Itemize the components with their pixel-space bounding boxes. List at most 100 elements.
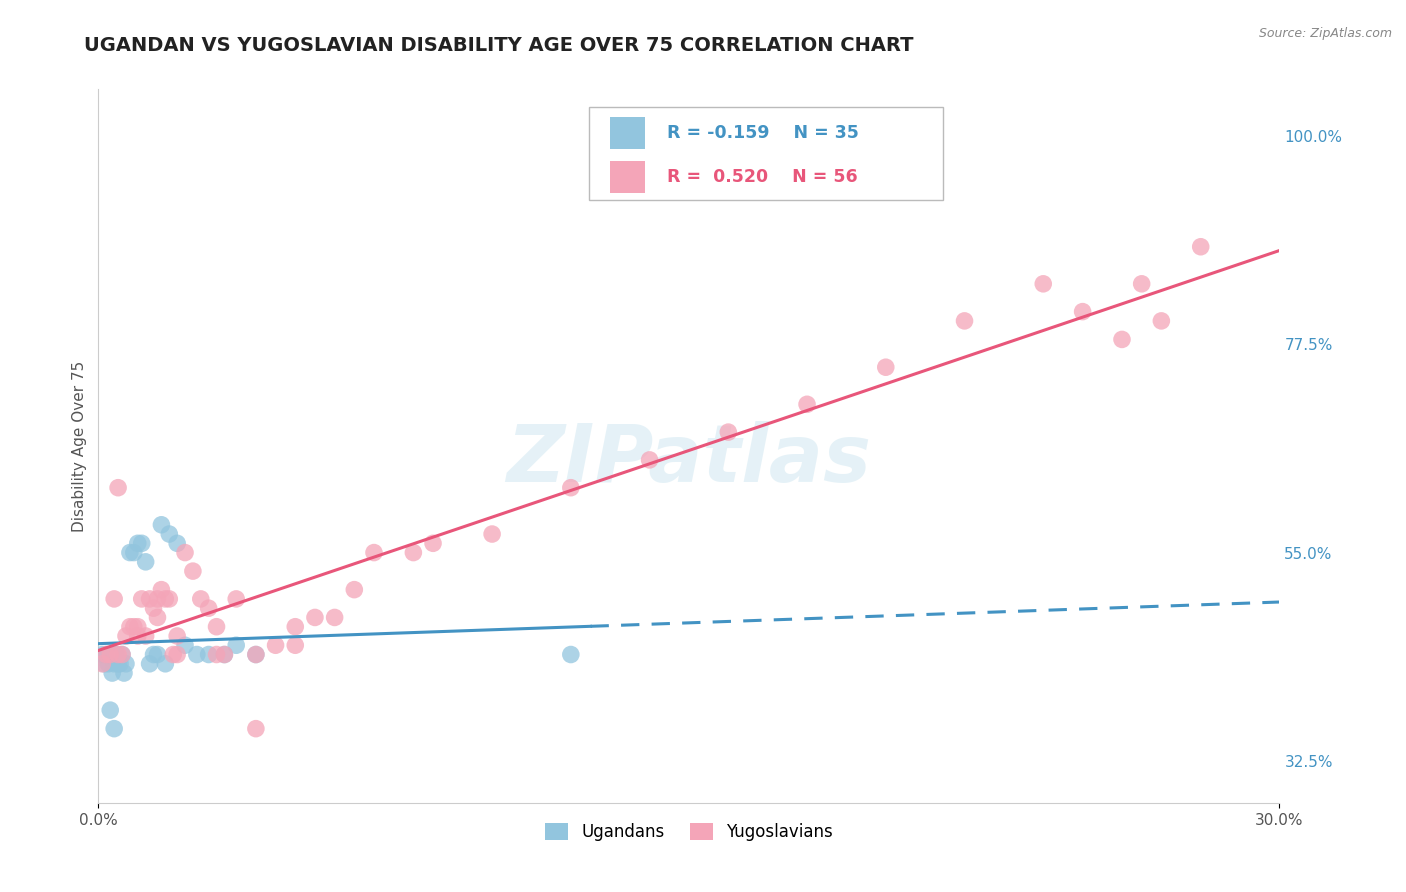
Yugoslavians: [953, 314, 976, 328]
Yugoslavians: [225, 591, 247, 606]
Ugandans: [122, 545, 145, 559]
Yugoslavians: [96, 648, 118, 662]
Ugandans: [174, 638, 197, 652]
Yugoslavians: [127, 620, 149, 634]
Yugoslavians: [181, 564, 204, 578]
Yugoslavians: [103, 591, 125, 606]
Yugoslavians: [402, 545, 425, 559]
Yugoslavians: [135, 629, 157, 643]
Yugoslavians: [304, 610, 326, 624]
Yugoslavians: [122, 620, 145, 634]
Ugandans: [146, 648, 169, 662]
Yugoslavians: [422, 536, 444, 550]
Yugoslavians: [197, 601, 219, 615]
Yugoslavians: [118, 620, 141, 634]
Yugoslavians: [98, 648, 121, 662]
Yugoslavians: [343, 582, 366, 597]
Ugandans: [127, 851, 149, 865]
Ugandans: [150, 517, 173, 532]
Ugandans: [127, 536, 149, 550]
Yugoslavians: [245, 648, 267, 662]
Yugoslavians: [245, 722, 267, 736]
Ugandans: [98, 648, 121, 662]
Yugoslavians: [284, 620, 307, 634]
Yugoslavians: [205, 648, 228, 662]
Yugoslavians: [150, 582, 173, 597]
Ugandans: [103, 722, 125, 736]
Ugandans: [115, 657, 138, 671]
Yugoslavians: [107, 481, 129, 495]
Yugoslavians: [166, 629, 188, 643]
Yugoslavians: [560, 481, 582, 495]
Ugandans: [97, 657, 120, 671]
Yugoslavians: [107, 648, 129, 662]
FancyBboxPatch shape: [589, 107, 943, 200]
Ugandans: [93, 657, 115, 671]
Yugoslavians: [1130, 277, 1153, 291]
Ugandans: [91, 648, 114, 662]
Yugoslavians: [138, 591, 160, 606]
Text: R = -0.159    N = 35: R = -0.159 N = 35: [666, 124, 859, 142]
Ugandans: [225, 638, 247, 652]
Y-axis label: Disability Age Over 75: Disability Age Over 75: [72, 360, 87, 532]
Ugandans: [155, 657, 177, 671]
Text: Source: ZipAtlas.com: Source: ZipAtlas.com: [1258, 27, 1392, 40]
Yugoslavians: [481, 527, 503, 541]
Text: R =  0.520    N = 56: R = 0.520 N = 56: [666, 168, 858, 186]
Ugandans: [166, 536, 188, 550]
Ugandans: [103, 657, 125, 671]
Yugoslavians: [363, 545, 385, 559]
Yugoslavians: [205, 620, 228, 634]
Ugandans: [108, 657, 131, 671]
Yugoslavians: [264, 638, 287, 652]
Yugoslavians: [146, 591, 169, 606]
Ugandans: [197, 648, 219, 662]
Yugoslavians: [1111, 333, 1133, 347]
Ugandans: [131, 536, 153, 550]
Ugandans: [560, 648, 582, 662]
Ugandans: [111, 648, 134, 662]
Yugoslavians: [323, 610, 346, 624]
Yugoslavians: [111, 648, 134, 662]
Yugoslavians: [166, 648, 188, 662]
Legend: Ugandans, Yugoslavians: Ugandans, Yugoslavians: [538, 816, 839, 848]
Ugandans: [107, 657, 129, 671]
Yugoslavians: [162, 648, 184, 662]
Ugandans: [118, 545, 141, 559]
Yugoslavians: [131, 591, 153, 606]
Yugoslavians: [157, 591, 180, 606]
Yugoslavians: [638, 453, 661, 467]
Ugandans: [186, 648, 208, 662]
Yugoslavians: [1071, 304, 1094, 318]
Yugoslavians: [796, 397, 818, 411]
Ugandans: [245, 648, 267, 662]
Yugoslavians: [142, 601, 165, 615]
Yugoslavians: [146, 610, 169, 624]
FancyBboxPatch shape: [610, 161, 645, 193]
Ugandans: [138, 657, 160, 671]
Text: ZIPatlas: ZIPatlas: [506, 421, 872, 500]
Yugoslavians: [717, 425, 740, 439]
Ugandans: [135, 555, 157, 569]
FancyBboxPatch shape: [610, 117, 645, 149]
Yugoslavians: [1150, 314, 1173, 328]
Ugandans: [96, 648, 118, 662]
Yugoslavians: [127, 629, 149, 643]
Yugoslavians: [1189, 240, 1212, 254]
Ugandans: [105, 648, 128, 662]
Ugandans: [142, 648, 165, 662]
Yugoslavians: [190, 591, 212, 606]
Ugandans: [101, 666, 124, 681]
Yugoslavians: [214, 648, 236, 662]
Ugandans: [214, 648, 236, 662]
Yugoslavians: [155, 591, 177, 606]
Ugandans: [157, 527, 180, 541]
Yugoslavians: [1032, 277, 1054, 291]
Text: UGANDAN VS YUGOSLAVIAN DISABILITY AGE OVER 75 CORRELATION CHART: UGANDAN VS YUGOSLAVIAN DISABILITY AGE OV…: [84, 36, 914, 54]
Yugoslavians: [875, 360, 897, 375]
Yugoslavians: [115, 629, 138, 643]
Yugoslavians: [91, 657, 114, 671]
Yugoslavians: [174, 545, 197, 559]
Ugandans: [112, 666, 135, 681]
Ugandans: [98, 703, 121, 717]
